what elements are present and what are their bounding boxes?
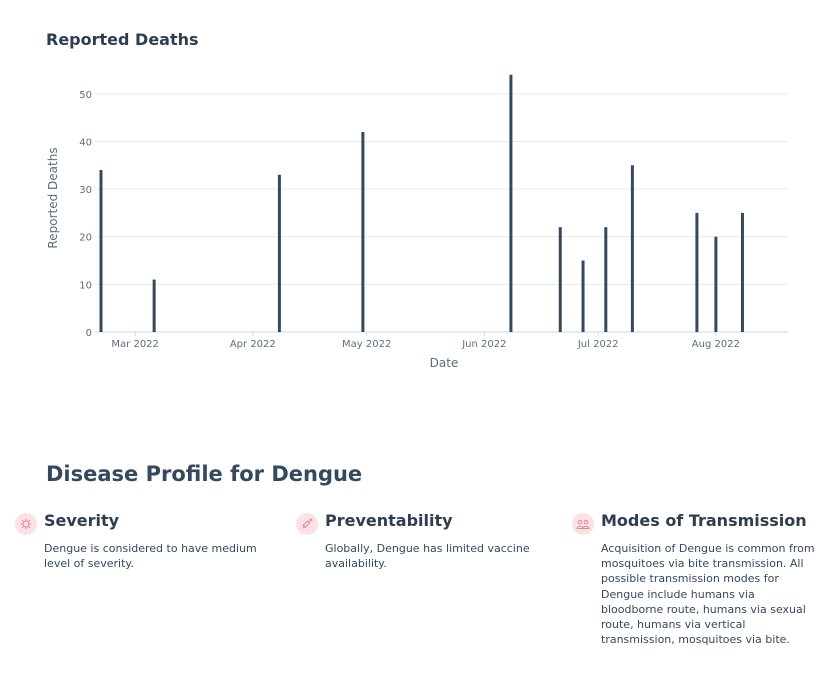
bar — [604, 227, 608, 332]
transmission-text: Acquisition of Dengue is common from mos… — [601, 542, 815, 647]
x-tick-label: Jul 2022 — [577, 339, 619, 350]
grid-lines — [95, 93, 788, 285]
x-tick-label: Jun 2022 — [461, 339, 506, 350]
bar — [277, 174, 281, 332]
bar — [558, 227, 562, 332]
severity-title: Severity — [44, 511, 120, 530]
transmission-title: Modes of Transmission — [601, 511, 807, 530]
people-icon — [572, 513, 594, 535]
bar — [695, 212, 699, 332]
chart-title: Reported Deaths — [46, 30, 199, 49]
y-axis-label: Reported Deaths — [46, 147, 60, 248]
y-tick-label: 0 — [86, 328, 92, 339]
preventability-title: Preventability — [325, 511, 453, 530]
x-tick-label: Apr 2022 — [230, 339, 276, 350]
tick-labels: 0 10 20 30 40 50 Mar 2022 Apr 2022 May 2022 Jun 2… — [79, 90, 740, 350]
y-tick-label: 50 — [79, 90, 92, 101]
bar — [630, 165, 634, 332]
x-tick-label: May 2022 — [342, 339, 391, 350]
x-tick-label: Mar 2022 — [111, 339, 159, 350]
x-tick-label: Aug 2022 — [692, 339, 740, 350]
bars — [99, 74, 744, 332]
y-tick-label: 10 — [79, 280, 92, 291]
bar — [581, 260, 585, 332]
bar — [509, 74, 513, 332]
bar — [714, 236, 718, 332]
bar — [740, 212, 744, 332]
severity-text: Dengue is considered to have medium leve… — [44, 542, 257, 571]
bar — [361, 131, 365, 332]
y-tick-label: 20 — [79, 233, 92, 244]
bar — [152, 279, 156, 332]
y-tick-label: 40 — [79, 137, 92, 148]
syringe-icon — [296, 513, 318, 535]
axes — [95, 331, 788, 336]
y-tick-label: 30 — [79, 185, 92, 196]
preventability-text: Globally, Dengue has limited vaccine ava… — [325, 542, 530, 571]
bar-chart: 0 10 20 30 40 50 Mar 2022 Apr 2022 May 2022 Jun 2… — [46, 74, 788, 370]
bar — [99, 170, 103, 332]
x-axis-label: Date — [430, 356, 459, 370]
disease-profile-title: Disease Profile for Dengue — [46, 462, 363, 486]
virus-icon — [15, 513, 37, 535]
